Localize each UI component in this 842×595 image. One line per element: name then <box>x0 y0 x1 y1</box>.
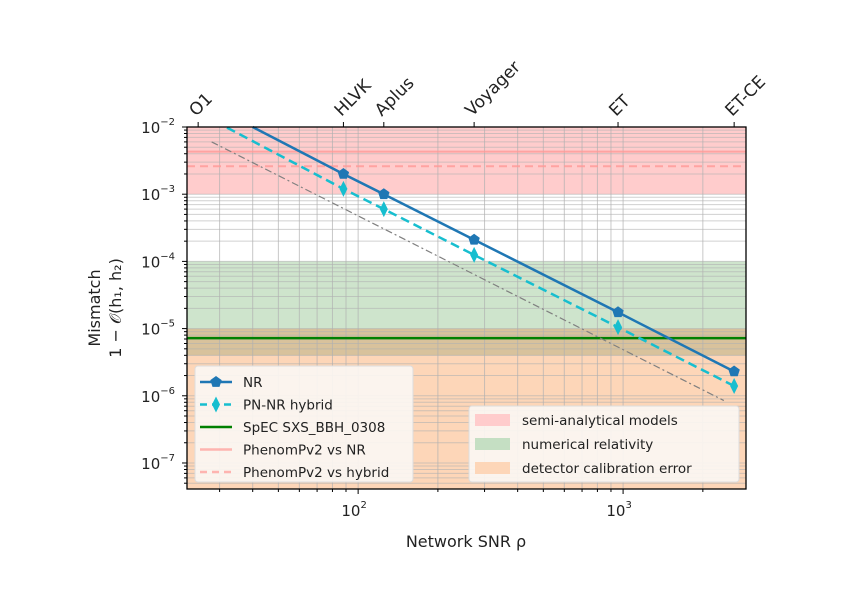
reference-line <box>211 141 725 402</box>
y-tick-label: 10−7 <box>141 453 175 473</box>
legend-item: PhenomPv2 vs NR <box>200 443 366 459</box>
data-point <box>612 306 624 318</box>
x-tick-label: 103 <box>606 500 631 520</box>
detector-label: HLVK <box>331 75 376 120</box>
y-tick-label: 10−3 <box>141 184 175 204</box>
series-line-PN-NR-hybrid <box>226 126 735 388</box>
legend-swatch <box>475 438 510 450</box>
data-point <box>339 180 348 197</box>
legend-item: numerical relativity <box>475 437 653 453</box>
legend-box <box>468 405 740 483</box>
detector-label: O1 <box>186 89 217 120</box>
data-point <box>470 246 479 263</box>
legend-label: PN-NR hybrid <box>243 398 333 414</box>
legend-label: numerical relativity <box>522 437 653 453</box>
data-point <box>614 319 623 336</box>
x-tick-label: 102 <box>341 500 366 520</box>
detector-label: ET <box>605 91 635 121</box>
legend-label: SpEC SXS_BBH_0308 <box>243 420 385 436</box>
y-tick-label: 10−4 <box>141 251 175 271</box>
legend-swatch <box>475 462 510 474</box>
data-point <box>728 365 740 377</box>
y-tick-label: 10−6 <box>141 386 175 406</box>
legend-item: detector calibration error <box>475 461 692 477</box>
detector-label: Aplus <box>371 73 418 120</box>
y-tick-label: 10−2 <box>141 117 175 137</box>
data-point <box>379 201 388 218</box>
detector-label: ET-CE <box>722 72 770 120</box>
legend-item: PN-NR hybrid <box>200 396 333 414</box>
data-point <box>468 233 480 245</box>
legend-label: NR <box>243 375 262 391</box>
x-axis-label: Network SNR ρ <box>406 532 526 551</box>
legend-item: NR <box>200 375 262 391</box>
legend-label: PhenomPv2 vs NR <box>243 443 366 459</box>
legend-label: PhenomPv2 vs hybrid <box>243 465 389 481</box>
data-point <box>337 168 350 179</box>
data-point <box>378 188 390 200</box>
y-axis-label-line2: 1 − 𝒪(h₁, h₂) <box>106 258 125 358</box>
y-axis-label-line1: Mismatch <box>85 269 104 346</box>
bands-legend: semi-analytical models numerical relativi… <box>468 405 740 483</box>
legend-item: SpEC SXS_BBH_0308 <box>200 420 385 436</box>
series-layer <box>187 125 746 402</box>
band-overlap <box>187 328 746 356</box>
series-line-NR <box>252 125 735 373</box>
data-point <box>212 396 220 413</box>
legend-swatch <box>475 414 510 426</box>
band-semi-analytical-models <box>187 127 746 195</box>
legend-item: PhenomPv2 vs hybrid <box>200 465 389 481</box>
data-point <box>210 376 222 387</box>
legend-box <box>194 365 414 483</box>
legend-label: semi-analytical models <box>522 413 678 429</box>
data-point <box>730 377 739 394</box>
y-tick-label: 10−5 <box>141 319 175 339</box>
series-legend: NR PN-NR hybrid SpEC SXS_BBH_0308 PhenomPv2… <box>194 365 414 483</box>
legend-item: semi-analytical models <box>475 413 678 429</box>
legend-label: detector calibration error <box>522 461 692 477</box>
detector-label: Voyager <box>462 57 525 120</box>
